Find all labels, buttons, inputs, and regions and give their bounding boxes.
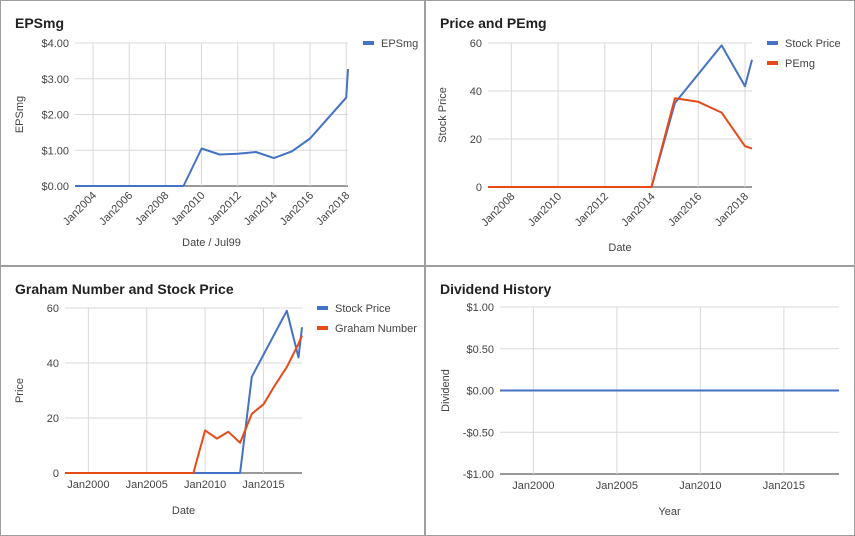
x-tick-label: Jan2015 (242, 479, 284, 491)
y-axis-title: Stock Price (437, 87, 449, 143)
y-axis-title: Price (14, 378, 26, 403)
series-line-graham-number (65, 335, 303, 474)
y-tick-label: 0 (53, 468, 59, 480)
y-tick-label: $0.00 (41, 181, 69, 193)
graham-chart: 0 20 40 60 Jan2000 Jan2005 Jan2010 Jan2015 Date P… (14, 303, 417, 517)
y-tick-label: $1.00 (41, 145, 69, 157)
series-line-stock-price (65, 309, 303, 474)
legend-swatch (317, 306, 328, 310)
x-tick-label: Jan2018 (713, 191, 751, 229)
x-tick-label: Jan2004 (61, 190, 99, 228)
y-tick-label: 20 (470, 134, 482, 146)
x-tick-label: Jan2018 (314, 190, 352, 228)
chart-title: Graham Number and Stock Price (15, 281, 234, 297)
x-tick-label: Jan2010 (679, 480, 721, 492)
x-tick-label: Jan2016 (666, 191, 704, 229)
y-tick-label: $1.00 (466, 302, 494, 314)
y-tick-label: -$0.50 (463, 427, 494, 439)
y-axis-title: Dividend (440, 369, 452, 412)
y-tick-label: 0 (476, 182, 482, 194)
y-tick-label: 60 (47, 303, 59, 315)
dividend-chart: -$1.00 -$0.50 $0.00 $0.50 $1.00 Jan2000 Jan200… (440, 302, 839, 518)
x-tick-label: Jan2014 (619, 191, 657, 229)
y-tick-label: $2.00 (41, 110, 69, 122)
y-tick-label: 40 (470, 86, 482, 98)
legend-swatch (363, 41, 374, 45)
dividend-chart-panel: Dividend History -$1.00 -$0.50 $0.00 $0.50 $… (426, 267, 854, 535)
x-tick-label: Jan2005 (596, 480, 638, 492)
series-line-pemg (488, 97, 753, 188)
y-tick-label: $0.00 (466, 386, 494, 398)
y-tick-label: 20 (47, 413, 59, 425)
series-line-stock-price (488, 44, 753, 188)
chart-title: Dividend History (440, 281, 552, 297)
x-axis-title: Date (172, 505, 195, 517)
x-tick-label: Jan2010 (526, 191, 564, 229)
legend-label: Stock Price (335, 303, 391, 315)
series-line-epsmg (75, 69, 349, 187)
legend-label: PEmg (785, 58, 815, 70)
x-axis-title: Date (608, 242, 631, 254)
x-tick-label: Jan2000 (512, 480, 554, 492)
eps-chart: $0.00$1.00$2.00$3.00$4.00Jan2004Jan2006J… (14, 38, 418, 249)
legend-swatch (767, 41, 778, 45)
x-tick-label: Jan2012 (205, 190, 243, 228)
x-tick-label: Jan2008 (479, 191, 517, 229)
x-tick-label: Jan2016 (278, 190, 316, 228)
x-tick-label: Jan2012 (573, 191, 611, 229)
y-tick-label: -$1.00 (463, 469, 494, 481)
legend-swatch (767, 61, 778, 65)
y-tick-label: $4.00 (41, 38, 69, 50)
x-axis-title: Date / Jul99 (182, 237, 241, 249)
legend-label: EPSmg (381, 38, 418, 50)
chart-title: Price and PEmg (440, 15, 547, 31)
x-tick-label: Jan2006 (97, 190, 135, 228)
x-tick-label: Jan2005 (126, 479, 168, 491)
x-tick-label: Jan2000 (67, 479, 109, 491)
y-axis-title: EPSmg (14, 96, 26, 133)
price-pemg-chart-panel: Price and PEmg 0 20 40 60 Jan2008 Jan2010 Jan2… (426, 1, 854, 265)
x-tick-label: Jan2010 (169, 190, 207, 228)
y-tick-label: $0.50 (466, 344, 494, 356)
legend-swatch (317, 326, 328, 330)
x-axis-title: Year (658, 506, 681, 518)
x-tick-label: Jan2008 (133, 190, 171, 228)
graham-chart-panel: Graham Number and Stock Price 0 20 40 60 Jan… (1, 267, 424, 535)
eps-chart-panel: EPSmg $0.00 $1.00 $2.00 $3.00 $4.00 Jan2004 Ja… (1, 1, 424, 265)
legend-label: Stock Price (785, 38, 841, 50)
y-tick-label: 40 (47, 358, 59, 370)
legend-label: Graham Number (335, 323, 417, 335)
chart-title: EPSmg (15, 15, 65, 31)
y-tick-label: $3.00 (41, 74, 69, 86)
x-tick-label: Jan2010 (184, 479, 226, 491)
x-tick-label: Jan2014 (242, 190, 280, 228)
x-tick-label: Jan2015 (763, 480, 805, 492)
y-tick-label: 60 (470, 38, 482, 50)
